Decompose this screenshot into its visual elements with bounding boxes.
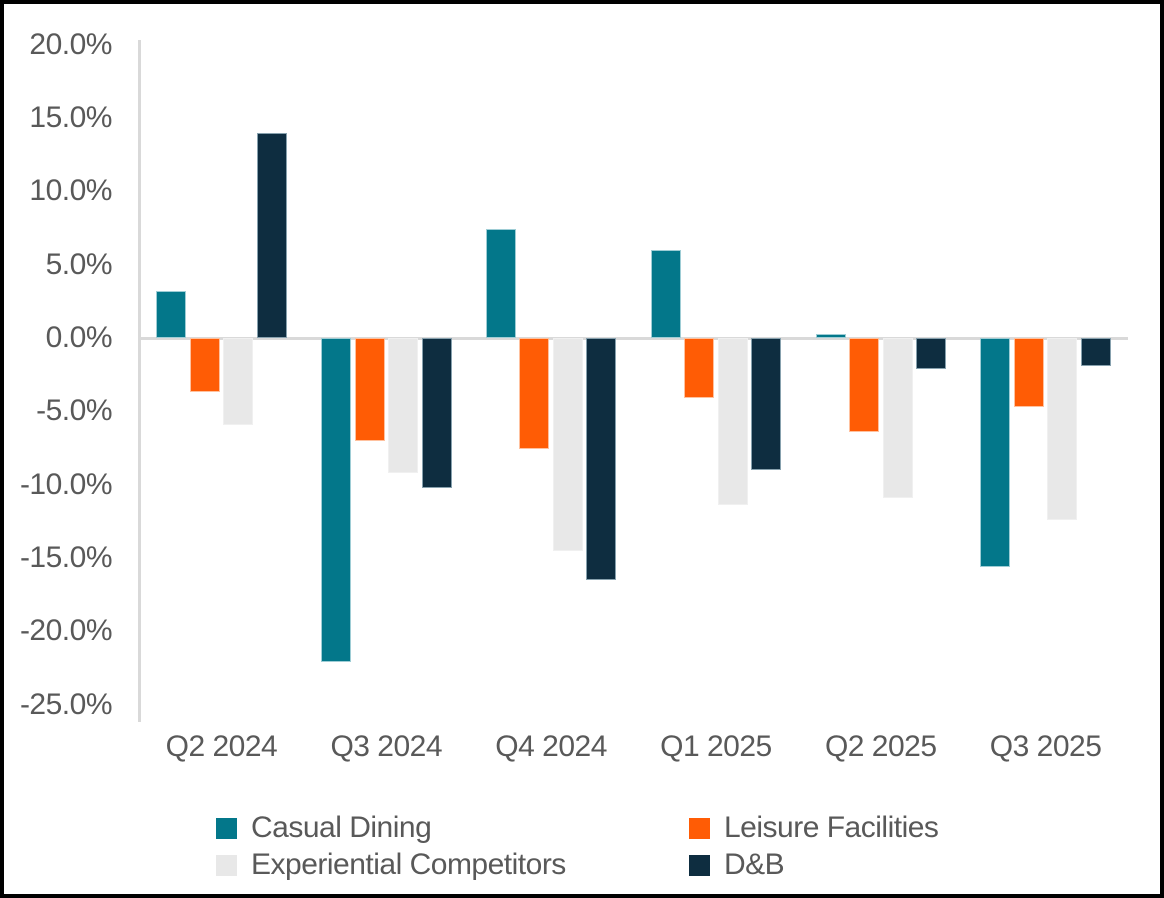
x-axis-category-label: Q3 2024 [330,730,443,763]
legend-swatch-leisure-facilities [689,817,710,839]
bar-leisure-facilities-q3-2025 [1013,338,1044,407]
bar-d-b-q2-2024 [256,132,287,338]
bar-casual-dining-q3-2025 [980,338,1011,567]
bar-experiential-competitors-q2-2025 [882,338,913,498]
legend-item-leisure-facilities: Leisure Facilities [689,811,939,844]
zero-gridline [139,336,1128,340]
y-axis-tick-label: 0.0% [45,321,113,354]
bar-experiential-competitors-q1-2025 [717,338,748,506]
bar-experiential-competitors-q2-2024 [223,338,254,425]
bar-leisure-facilities-q2-2025 [849,338,879,432]
y-axis-tick-label: -25.0% [19,687,113,721]
y-axis-tick-label: 10.0% [29,174,112,208]
x-axis-category-label: Q3 2025 [989,730,1102,763]
y-axis-tick-label: -15.0% [19,541,113,574]
legend-item-casual-dining: Casual Dining [216,811,432,844]
bar-leisure-facilities-q1-2025 [684,338,715,399]
legend-item-experiential-competitors: Experiential Competitors [216,848,566,881]
bar-d-b-q3-2025 [1080,338,1111,366]
bar-d-b-q3-2024 [421,338,452,488]
legend-swatch-casual-dining [216,817,237,839]
legend-label-leisure-facilities: Leisure Facilities [724,811,939,844]
bar-experiential-competitors-q3-2024 [388,338,418,473]
y-axis-tick-label: 15.0% [29,100,112,134]
y-axis-tick-label: -10.0% [19,467,113,501]
y-axis-tick-label: 20.0% [29,27,112,61]
bar-experiential-competitors-q4-2024 [552,338,583,551]
y-axis-tick-label: -5.0% [36,394,112,428]
legend-label-casual-dining: Casual Dining [251,811,432,844]
x-axis-category-label: Q4 2024 [495,730,607,763]
bar-casual-dining-q2-2025 [815,333,846,338]
bar-d-b-q1-2025 [751,338,782,470]
x-axis-category-label: Q1 2025 [660,730,772,763]
bar-casual-dining-q2-2024 [156,291,187,338]
bar-experiential-competitors-q3-2025 [1047,338,1078,520]
bar-leisure-facilities-q2-2024 [189,338,220,393]
bar-casual-dining-q4-2024 [485,229,516,338]
legend-swatch-d-b [689,854,710,876]
legend-swatch-experiential-competitors [216,854,237,876]
y-axis-tick-label: -20.0% [19,614,113,648]
legend-label-d-b: D&B [724,848,785,881]
bar-leisure-facilities-q4-2024 [519,338,550,450]
y-axis-tick-label: 5.0% [45,247,113,281]
bar-casual-dining-q3-2024 [321,338,351,663]
bar-d-b-q4-2024 [586,338,617,580]
x-axis-category-label: Q2 2025 [824,730,937,763]
bar-d-b-q2-2025 [916,338,946,369]
legend-item-d-b: D&B [689,848,785,881]
bar-leisure-facilities-q3-2024 [354,338,385,441]
x-axis-category-label: Q2 2024 [165,730,278,763]
bar-casual-dining-q1-2025 [650,249,681,338]
y-axis-line [137,40,141,722]
legend-label-experiential-competitors: Experiential Competitors [251,848,566,881]
